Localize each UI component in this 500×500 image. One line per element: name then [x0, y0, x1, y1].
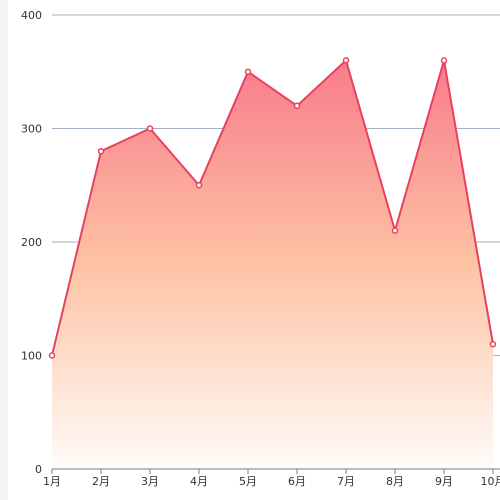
axes [51, 468, 500, 474]
data-point [195, 182, 203, 189]
x-tick-label: 10月 [481, 475, 500, 488]
x-tick-label: 2月 [92, 475, 110, 488]
y-tick-label: 100 [21, 350, 42, 363]
x-tick-label: 4月 [190, 475, 208, 488]
y-tick-label: 200 [21, 236, 42, 249]
data-point [48, 352, 56, 359]
data-point [244, 68, 252, 75]
data-point [342, 57, 350, 64]
x-tick-label: 3月 [141, 475, 159, 488]
y-tick-label: 400 [21, 9, 42, 22]
area-chart: 0 100 200 300 400 1月 2月 3月 4月 5月 6月 7月 8月 9月 10月 [21, 9, 500, 488]
x-tick-label: 8月 [386, 475, 404, 488]
y-tick-label: 300 [21, 123, 42, 136]
area-fill-layer [52, 60, 493, 470]
data-point [293, 102, 301, 110]
area-fill [52, 60, 493, 470]
x-tick-label: 5月 [239, 475, 257, 488]
x-tick-label: 7月 [337, 475, 355, 488]
x-tick-label: 6月 [288, 475, 306, 488]
tick-labels: 0 100 200 300 400 1月 2月 3月 4月 5月 6月 7月 8月 9月 10月 [21, 9, 500, 488]
y-tick-label: 0 [35, 463, 42, 476]
data-point [97, 147, 105, 155]
data-point [146, 125, 154, 132]
x-tick-label: 9月 [435, 475, 453, 488]
series-line [51, 59, 494, 356]
series-line-layer [51, 59, 494, 356]
data-point [489, 340, 497, 348]
data-points [48, 57, 497, 359]
data-point [391, 227, 399, 234]
chart-card: 0 100 200 300 400 1月 2月 3月 4月 5月 6月 7月 8月 9月 10月 [8, 0, 500, 500]
data-point [440, 57, 448, 64]
x-tick-label: 1月 [43, 475, 61, 488]
